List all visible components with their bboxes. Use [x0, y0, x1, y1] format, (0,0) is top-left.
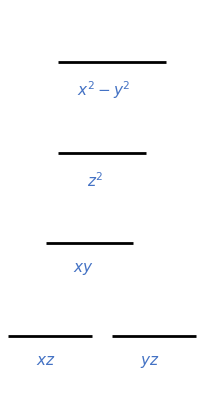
Text: $xz$: $xz$ [36, 354, 56, 368]
Text: $z^2$: $z^2$ [87, 171, 104, 190]
Text: $x^2 - y^2$: $x^2 - y^2$ [77, 80, 131, 101]
Text: $xy$: $xy$ [73, 261, 94, 277]
Text: $yz$: $yz$ [140, 354, 160, 370]
